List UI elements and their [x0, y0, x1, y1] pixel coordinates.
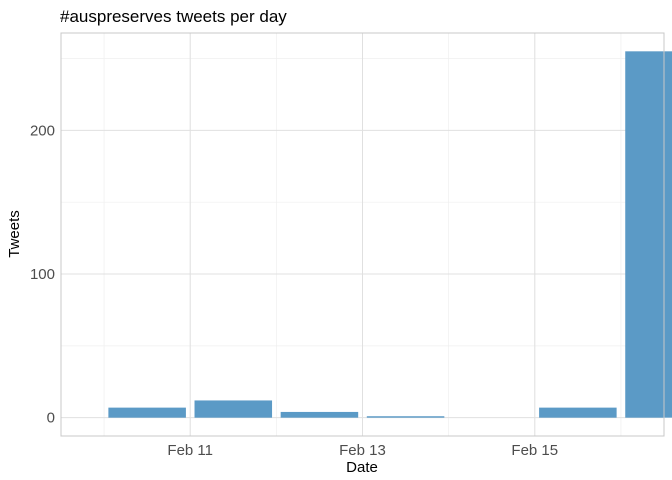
y-axis-ticks: 0 100 200	[30, 122, 55, 426]
x-tick-label: Feb 11	[167, 442, 213, 459]
x-axis-ticks: Feb 11 Feb 13 Feb 15	[167, 442, 558, 459]
x-axis-title: Date	[346, 459, 378, 476]
bar	[625, 51, 672, 418]
plot-panel	[60, 32, 665, 437]
y-tick-label: 100	[30, 266, 55, 283]
chart-title: #auspreserves tweets per day	[60, 7, 287, 26]
bar	[539, 407, 617, 418]
y-tick-label: 200	[30, 122, 55, 139]
y-axis-title: Tweets	[6, 210, 23, 258]
bar	[280, 411, 359, 418]
y-tick-label: 0	[47, 410, 55, 427]
bar	[366, 416, 445, 418]
bar	[194, 400, 273, 418]
bar	[108, 407, 186, 418]
x-tick-label: Feb 13	[339, 442, 386, 459]
grid-lines	[61, 33, 664, 436]
bars	[108, 51, 672, 418]
x-tick-label: Feb 15	[511, 442, 558, 459]
